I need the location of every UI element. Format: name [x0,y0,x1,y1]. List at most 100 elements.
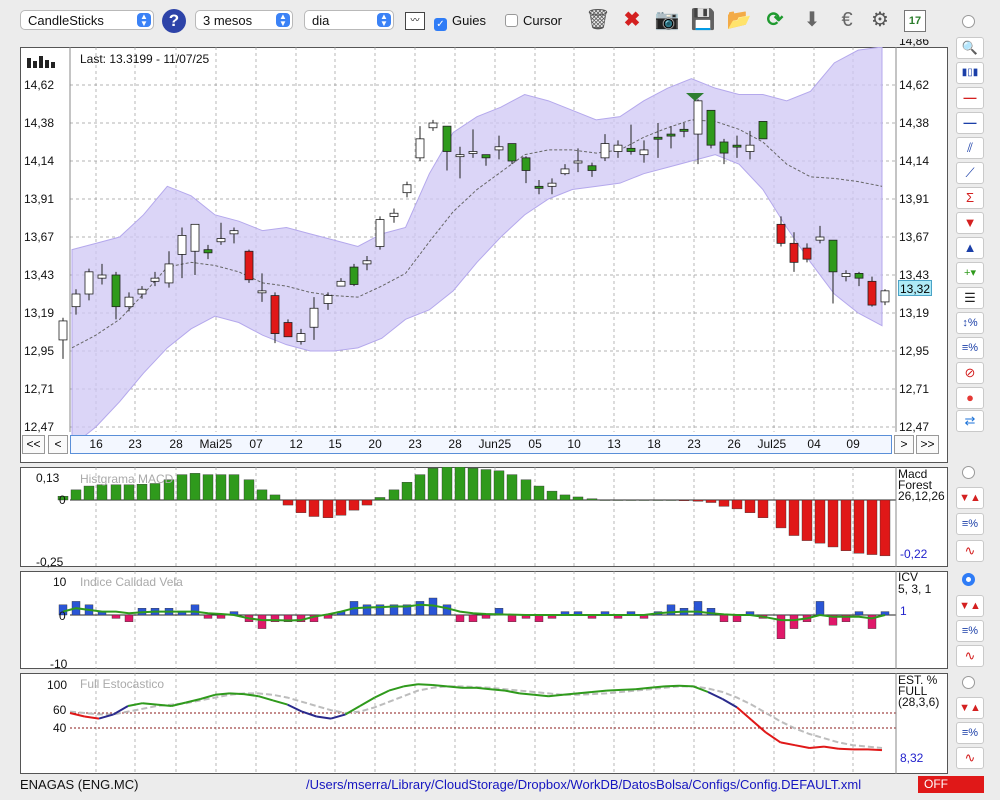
trendline-tool-button[interactable]: ⟋ [956,162,984,184]
macd-bar [269,494,281,501]
icv-bar [468,614,478,623]
x-tick-label: Mai25 [199,437,233,451]
stochastic-k-segment [287,703,303,713]
stochastic-panel[interactable] [20,673,948,774]
lines-percent-icon: ≡% [961,625,979,637]
y-tick-label: 13,19 [899,306,930,320]
bars-tool-button[interactable]: ▮▯▮ [956,62,984,84]
interval-select[interactable]: dia ▲ ▼ [304,10,394,30]
macd-bar [599,499,611,501]
nav-last-button[interactable]: >> [916,435,939,454]
macd-bar [652,499,664,501]
delete-red-x-icon[interactable]: ✖ [623,9,641,31]
config-path-link[interactable]: /Users/mserra/Library/CloudStorage/Dropb… [306,777,862,792]
stop-tool-button[interactable]: ⊘ [956,362,984,384]
bar-chart-icon[interactable] [27,52,55,68]
stochastic-k-segment [838,747,854,751]
icv-bar [455,614,465,623]
icv-bar [270,614,280,623]
candle-body [58,320,68,341]
panel-radio-icv-selected[interactable] [962,573,975,586]
icv-lines-button[interactable]: ≡% [956,620,984,642]
stochastic-k-segment [867,748,883,752]
macd-bar [110,484,122,501]
candle-body [613,144,623,152]
macd-bar [348,499,360,511]
x-tick-label: 23 [687,437,701,451]
sync-arrows-icon: ⇄ [964,413,976,428]
arrow-down-tool-button[interactable]: ▼ [956,212,984,234]
macd-bar [718,499,730,507]
download-icon[interactable]: ⬇ [803,9,821,31]
chart-window-icon[interactable]: 〰 [405,12,425,30]
refresh-icon[interactable]: ⟳ [766,9,784,31]
nav-first-button[interactable]: << [22,435,45,454]
stoch-curve-button[interactable]: ∿ [956,747,984,769]
off-status-badge[interactable]: OFF [918,776,984,793]
stochastic-k-segment [403,683,419,688]
stochastic-k-line [69,683,883,752]
candle-body [802,247,812,260]
stochastic-k-segment [229,692,245,696]
x-axis-scrollbar[interactable] [70,435,892,454]
candle-body [776,223,786,244]
x-tick-label: 10 [567,437,581,451]
x-tick-label: 05 [528,437,542,451]
stoch-signals-button[interactable]: ▼▲ [956,697,984,719]
y-tick-label: 13,91 [24,192,55,206]
y-tick-label: 12,47 [24,420,55,434]
candle-body [653,136,663,140]
period-select[interactable]: 3 mesos ▲ ▼ [195,10,293,30]
panel-radio-main[interactable] [962,15,975,28]
icv-title: Indice Calidad Vela [80,575,183,589]
checkmark-icon: ✓ [434,18,447,31]
stoch-lines-button[interactable]: ≡% [956,722,984,744]
lines-percent-tool-button[interactable]: ≡% [956,337,984,359]
nav-prev-button[interactable]: < [48,435,68,454]
sync-tool-button[interactable]: ⇄ [956,410,984,432]
candle-body [507,143,517,162]
hline-blue-tool-button[interactable]: — [956,112,984,134]
save-disk-icon[interactable]: 💾 [690,9,716,31]
lines-percent-icon: ≡% [961,342,979,354]
dashed-lines-icon: ☰ [964,290,976,305]
zoom-tool-button[interactable]: 🔍 [956,37,984,59]
euro-coin-icon[interactable]: € [841,9,853,31]
no-entry-icon: ⊘ [964,365,976,380]
guides-checkbox[interactable]: ✓ Guies [434,13,486,31]
stochastic-k-segment [301,710,317,718]
icv-bar [789,614,799,629]
camera-icon[interactable]: 📷 [654,9,680,31]
lines-tool-button[interactable]: ☰ [956,287,984,309]
gear-icon[interactable]: ⚙ [871,9,889,31]
sum-tool-button[interactable]: Σ [956,187,984,209]
open-folder-icon[interactable]: 📂 [726,9,752,31]
stochastic-k-segment [533,693,549,698]
chart-type-select[interactable]: CandleSticks ▲ ▼ [20,10,154,30]
candle-body [137,288,147,295]
icv-bar [534,614,544,623]
macd-bar [665,499,677,501]
nav-next-button[interactable]: > [894,435,914,454]
add-signal-tool-button[interactable]: +▾ [956,262,984,284]
calendar-icon[interactable]: 17 [900,5,930,35]
macd-signals-button[interactable]: ▼▲ [956,487,984,509]
macd-lines-button[interactable]: ≡% [956,513,984,535]
icv-signals-button[interactable]: ▼▲ [956,595,984,617]
record-tool-button[interactable]: ● [956,387,984,409]
x-tick-label: 18 [647,437,661,451]
help-icon[interactable]: ? [162,9,186,33]
panel-radio-macd[interactable] [962,466,975,479]
hline-red-tool-button[interactable]: — [956,87,984,109]
macd-bar [454,467,466,501]
trash-icon[interactable]: 🗑 [585,9,611,31]
channel-tool-button[interactable]: ⫽ [956,137,984,159]
cursor-checkbox[interactable]: Cursor [505,13,562,29]
arrow-up-tool-button[interactable]: ▲ [956,237,984,259]
macd-bar [374,497,386,501]
panel-radio-stochastic[interactable] [962,676,975,689]
icv-bar [375,604,385,616]
macd-curve-button[interactable]: ∿ [956,540,984,562]
scale-percent-tool-button[interactable]: ↕% [956,312,984,334]
icv-curve-button[interactable]: ∿ [956,645,984,667]
